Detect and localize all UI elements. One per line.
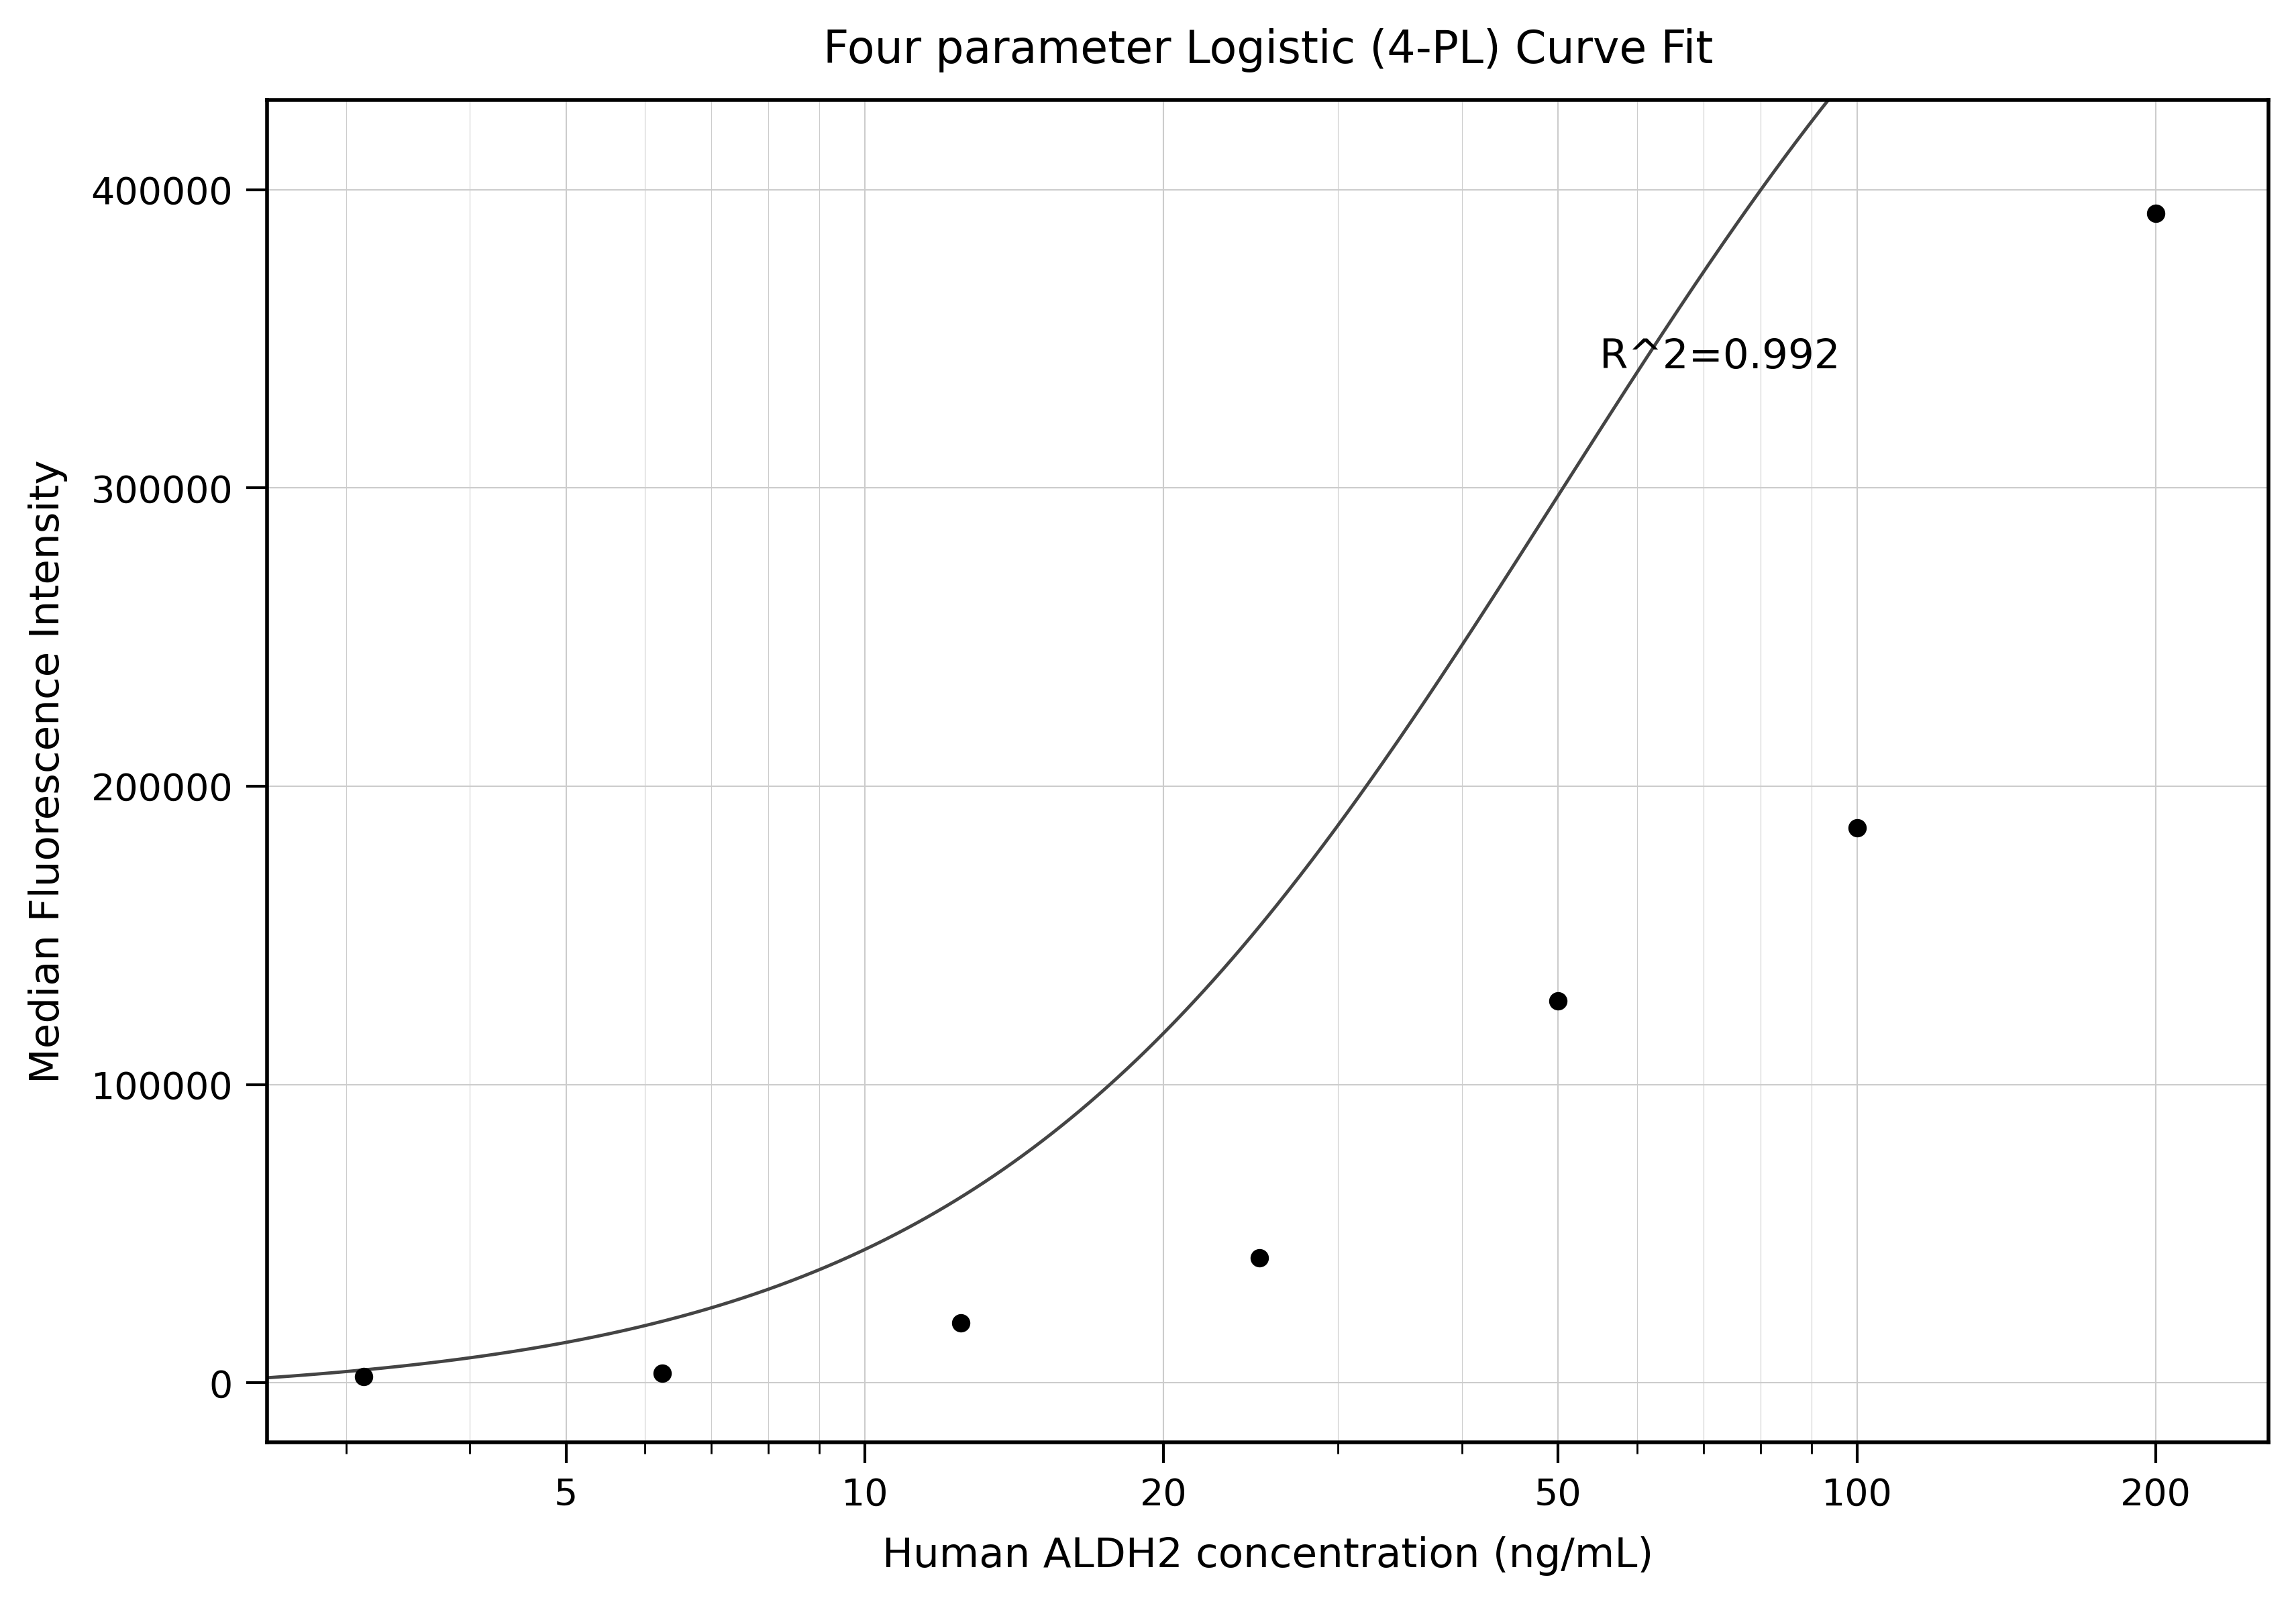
Point — [1839, 815, 1876, 840]
Y-axis label: Median Fluorescence Intensity: Median Fluorescence Intensity — [28, 459, 67, 1083]
Point — [2138, 200, 2174, 226]
Point — [643, 1360, 680, 1386]
Text: R^2=0.992: R^2=0.992 — [1598, 338, 1839, 377]
Point — [1538, 988, 1575, 1014]
Point — [344, 1363, 381, 1389]
X-axis label: Human ALDH2 concentration (ng/mL): Human ALDH2 concentration (ng/mL) — [882, 1537, 1653, 1577]
Point — [1240, 1245, 1277, 1270]
Title: Four parameter Logistic (4-PL) Curve Fit: Four parameter Logistic (4-PL) Curve Fit — [822, 27, 1713, 72]
Point — [941, 1310, 978, 1336]
